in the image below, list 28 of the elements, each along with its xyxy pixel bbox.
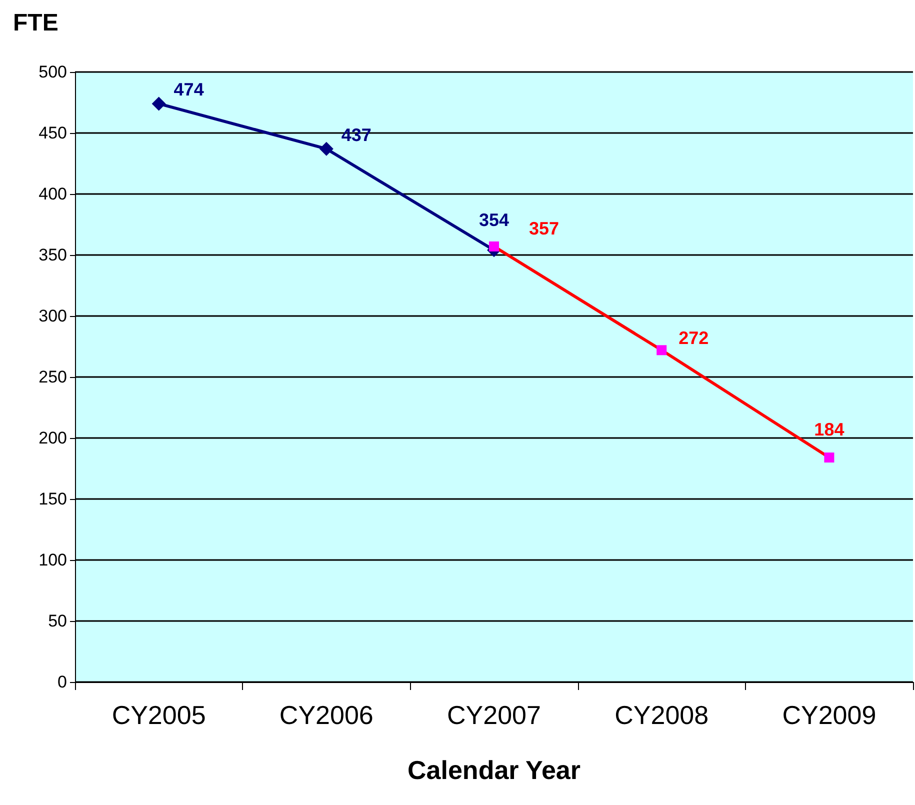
y-tick-label: 250 bbox=[38, 368, 67, 386]
data-label: 357 bbox=[529, 218, 560, 238]
y-tick-label: 0 bbox=[58, 672, 67, 692]
chart-title: FTE bbox=[13, 10, 58, 36]
y-tick-label: 300 bbox=[38, 306, 67, 326]
point bbox=[152, 96, 166, 111]
y-tick-label: 200 bbox=[38, 428, 67, 448]
x-tick-label: CY2007 bbox=[447, 700, 541, 730]
y-tick-label: 400 bbox=[38, 184, 67, 204]
point bbox=[489, 241, 499, 252]
x-tick-label: CY2005 bbox=[112, 700, 206, 730]
data-label: 272 bbox=[678, 328, 709, 348]
y-tick-label: 150 bbox=[38, 490, 67, 508]
data-label: 474 bbox=[174, 80, 204, 100]
point bbox=[319, 142, 334, 156]
x-axis-title: Calendar Year bbox=[408, 755, 580, 785]
point bbox=[656, 345, 667, 356]
y-tick-label: 50 bbox=[48, 612, 67, 630]
x-tick-label: CY2006 bbox=[279, 700, 374, 730]
x-tick-label: CY2008 bbox=[614, 700, 709, 730]
y-tick-label: 350 bbox=[38, 246, 67, 264]
data-label: 354 bbox=[478, 210, 510, 230]
data-label: 184 bbox=[814, 420, 844, 440]
y-tick-label: 500 bbox=[38, 62, 67, 82]
point bbox=[824, 452, 834, 463]
y-tick-label: 450 bbox=[38, 124, 67, 142]
y-tick-label: 100 bbox=[38, 550, 67, 570]
x-tick-label: CY2009 bbox=[782, 700, 876, 730]
